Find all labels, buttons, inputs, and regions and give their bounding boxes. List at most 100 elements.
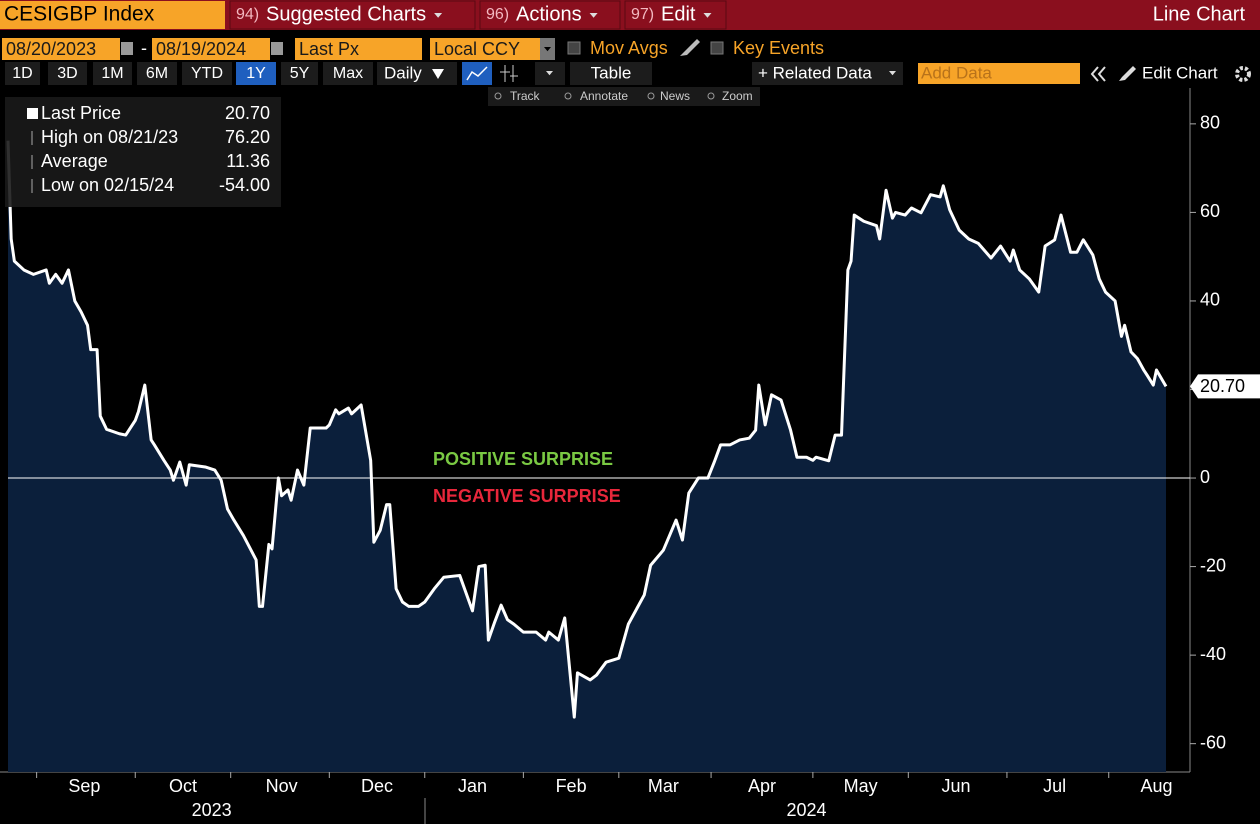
- checkbox[interactable]: [710, 41, 724, 55]
- period-button[interactable]: [5, 62, 40, 85]
- menu-label[interactable]: Edit: [661, 3, 696, 25]
- menu-label[interactable]: Suggested Charts: [266, 3, 426, 25]
- period-button[interactable]: [137, 62, 177, 85]
- period-label[interactable]: 1Y: [246, 65, 266, 82]
- menu[interactable]: [229, 0, 476, 30]
- currency-box[interactable]: [430, 38, 540, 60]
- table[interactable]: Table: [591, 63, 632, 82]
- legend-label: Average: [41, 151, 108, 171]
- dropdown-arrow: [703, 13, 712, 18]
- pencil-icon: [680, 39, 700, 56]
- y-tick-label: -20: [1200, 555, 1226, 575]
- period-label[interactable]: 1D: [12, 65, 32, 82]
- year-label: 2024: [786, 800, 826, 820]
- legend-box: [5, 97, 281, 207]
- menu-number[interactable]: 97): [631, 6, 654, 23]
- y-tick-label: 60: [1200, 201, 1220, 221]
- menu[interactable]: [479, 0, 621, 30]
- add-data[interactable]: Add Data: [921, 63, 992, 82]
- dropdown-arrow: [889, 71, 896, 76]
- checkbox[interactable]: [567, 41, 581, 55]
- x-tick-label: Sep: [68, 776, 100, 796]
- legend-value: 11.36: [226, 151, 270, 171]
- legend-value: 76.20: [225, 127, 270, 147]
- option[interactable]: Key Events: [733, 38, 824, 58]
- field[interactable]: Last Px: [299, 39, 359, 59]
- legend-value: -54.00: [219, 175, 270, 195]
- tool[interactable]: Zoom: [722, 89, 753, 103]
- security[interactable]: CESIGBP Index: [4, 3, 155, 26]
- dropdown-arrow: [544, 47, 551, 52]
- related-button[interactable]: [752, 62, 903, 85]
- frequency-arrow: [432, 69, 444, 79]
- year-label: 2023: [192, 800, 232, 820]
- collapse-icon[interactable]: [1090, 66, 1106, 82]
- tool-icon: [647, 92, 655, 100]
- menu-number[interactable]: 96): [486, 6, 509, 23]
- period-button[interactable]: [182, 62, 232, 85]
- pencil-icon[interactable]: [1119, 66, 1136, 81]
- bar-icon[interactable]: [500, 65, 518, 82]
- x-tick-label: Apr: [748, 776, 776, 796]
- related[interactable]: + Related Data: [758, 63, 872, 82]
- x-tick-label: Aug: [1140, 776, 1172, 796]
- date-separator: -: [141, 38, 147, 58]
- field-box[interactable]: [295, 38, 422, 60]
- tool-icon: [564, 92, 572, 100]
- menu-number[interactable]: 94): [236, 6, 259, 23]
- add-data-box[interactable]: [918, 63, 1080, 84]
- period-button[interactable]: [236, 62, 276, 85]
- tool[interactable]: News: [660, 89, 690, 103]
- end-date[interactable]: 08/19/2024: [156, 39, 246, 59]
- tool[interactable]: Track: [510, 89, 541, 103]
- tool-icon: [494, 92, 502, 100]
- x-tick-label: Jul: [1043, 776, 1066, 796]
- period-label[interactable]: 6M: [146, 65, 168, 82]
- period-button[interactable]: [323, 62, 373, 85]
- legend-label: High on 08/21/23: [41, 127, 178, 147]
- period-button[interactable]: [93, 62, 132, 85]
- x-tick-label: Jun: [942, 776, 971, 796]
- dropdown-arrow: [434, 13, 443, 18]
- period-label[interactable]: 3D: [57, 65, 77, 82]
- tool[interactable]: Annotate: [580, 89, 628, 103]
- line-icon-button[interactable]: [462, 62, 492, 85]
- dropdown-arrow: [589, 13, 598, 18]
- x-tick-label: Mar: [648, 776, 679, 796]
- x-tick-label: Oct: [169, 776, 197, 796]
- table-button[interactable]: [570, 62, 652, 85]
- x-tick-label: May: [844, 776, 878, 796]
- annotation: NEGATIVE SURPRISE: [433, 486, 621, 506]
- currency[interactable]: Local CCY: [434, 39, 520, 59]
- x-tick-label: Jan: [458, 776, 487, 796]
- option[interactable]: Mov Avgs: [590, 38, 668, 58]
- line: [6, 140, 1168, 719]
- calendar-icon[interactable]: [121, 42, 133, 55]
- calendar-icon[interactable]: [271, 42, 283, 55]
- tool-icon: [707, 92, 715, 100]
- frequency[interactable]: Daily: [384, 63, 422, 82]
- start-date[interactable]: 08/20/2023: [6, 39, 96, 59]
- gear-icon[interactable]: [1235, 66, 1251, 82]
- start-date-box[interactable]: [2, 38, 120, 60]
- x-tick-label: Feb: [556, 776, 587, 796]
- end-label: 20.70: [1200, 376, 1245, 396]
- period-button[interactable]: [281, 62, 318, 85]
- period-label[interactable]: Max: [333, 65, 363, 82]
- legend-value: 20.70: [225, 103, 270, 123]
- period-button[interactable]: [48, 62, 87, 85]
- y-tick-label: 40: [1200, 290, 1220, 310]
- edit-chart[interactable]: Edit Chart: [1142, 63, 1218, 82]
- y-tick-label: -60: [1200, 732, 1226, 752]
- period-label[interactable]: 1M: [101, 65, 123, 82]
- security-box[interactable]: [0, 1, 225, 29]
- menu-label[interactable]: Actions: [516, 3, 582, 25]
- frequency-button[interactable]: [377, 62, 457, 85]
- period-label[interactable]: 5Y: [290, 65, 310, 82]
- x-tick-label: Nov: [266, 776, 298, 796]
- line-icon: [466, 66, 488, 81]
- period-label[interactable]: YTD: [191, 65, 223, 82]
- end-date-box[interactable]: [152, 38, 270, 60]
